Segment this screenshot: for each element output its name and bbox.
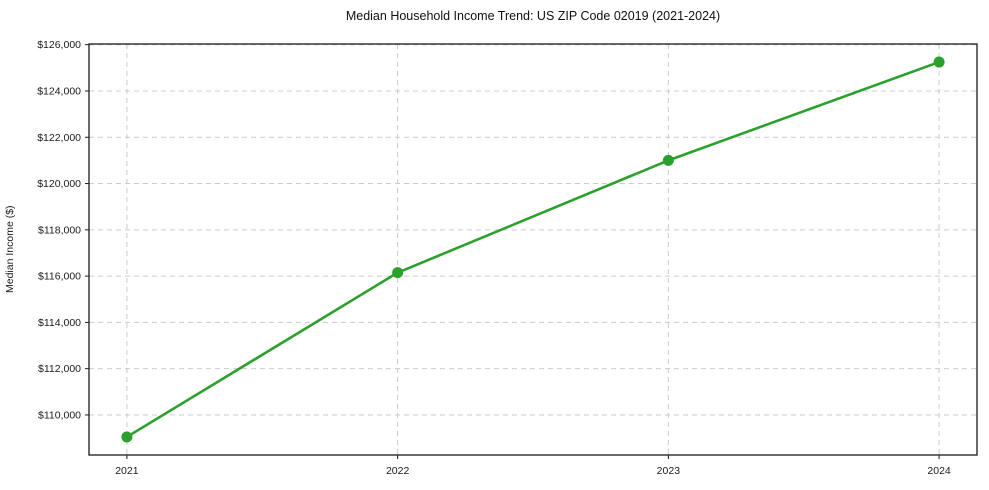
y-tick-label: $120,000 <box>37 178 81 190</box>
data-point-marker <box>662 154 674 166</box>
data-point-marker <box>392 267 404 279</box>
trend-line <box>125 60 941 439</box>
y-tick-label: $112,000 <box>38 363 81 375</box>
y-axis-label: Median Income ($) <box>4 205 16 294</box>
x-tick-label: 2023 <box>657 465 681 477</box>
y-tick-label: $116,000 <box>38 271 81 283</box>
x-tick-label: 2022 <box>386 465 410 477</box>
y-tick-label: $110,000 <box>38 409 81 421</box>
data-point-marker <box>933 56 945 68</box>
y-tick-label: $122,000 <box>37 132 81 144</box>
plot-border <box>88 43 978 456</box>
x-tick-label: 2021 <box>115 465 139 477</box>
y-tick-label: $118,000 <box>38 224 81 236</box>
y-tick-label: $114,000 <box>38 317 81 329</box>
chart-title: Median Household Income Trend: US ZIP Co… <box>345 9 721 23</box>
x-tick-label: 2024 <box>927 465 951 477</box>
y-tick-label: $126,000 <box>37 39 81 51</box>
data-point-marker <box>121 431 133 443</box>
y-tick-label: $124,000 <box>37 85 81 97</box>
